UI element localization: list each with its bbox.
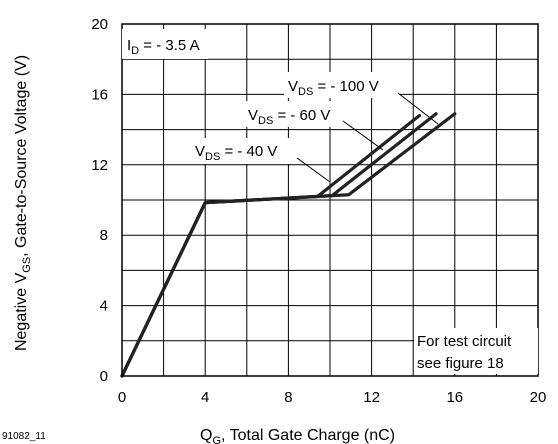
note-line-2: see figure 18	[417, 355, 504, 372]
y-axis-title: Negative VGS, Gate-to-Source Voltage (V)	[13, 55, 33, 351]
leader-line-40	[296, 157, 331, 183]
x-axis-title: QG, Total Gate Charge (nC)	[200, 427, 395, 444]
leader-line-60	[342, 120, 384, 151]
note-line-1: For test circuit	[417, 333, 512, 350]
leader-line-100	[397, 92, 439, 125]
series-label-bg-100	[284, 72, 400, 98]
y-tick-label: 12	[91, 157, 108, 174]
y-tick-label: 8	[100, 227, 108, 244]
x-tick-label: 4	[201, 389, 209, 406]
figure-id: 91082_11	[2, 431, 46, 442]
x-tick-label: 8	[284, 389, 292, 406]
condition-label: ID = - 3.5 A	[127, 37, 200, 57]
series-label-vds-40: VDS = - 40 V	[195, 143, 277, 163]
y-tick-label: 4	[100, 298, 108, 315]
series-label-vds-100: VDS = - 100 V	[288, 78, 379, 98]
x-tick-label: 12	[363, 389, 380, 406]
condition-box	[122, 29, 208, 59]
series-line-2	[120, 112, 457, 378]
series-layer	[120, 112, 457, 378]
y-tick-label: 20	[91, 16, 108, 33]
series-label-vds-60: VDS = - 60 V	[248, 107, 330, 127]
series-label-bg-40	[192, 138, 302, 164]
y-tick-label: 16	[91, 86, 108, 103]
plot-frame	[121, 23, 539, 377]
note-box	[414, 328, 538, 374]
x-tick-label: 0	[118, 389, 126, 406]
series-label-bg-60	[244, 101, 352, 127]
y-tick-label: 0	[100, 368, 108, 385]
x-tick-label: 16	[446, 389, 463, 406]
tick-labels: 0 4 8 12 16 20 0 4 8 12 16 20	[91, 16, 546, 406]
x-tick-label: 20	[530, 389, 547, 406]
